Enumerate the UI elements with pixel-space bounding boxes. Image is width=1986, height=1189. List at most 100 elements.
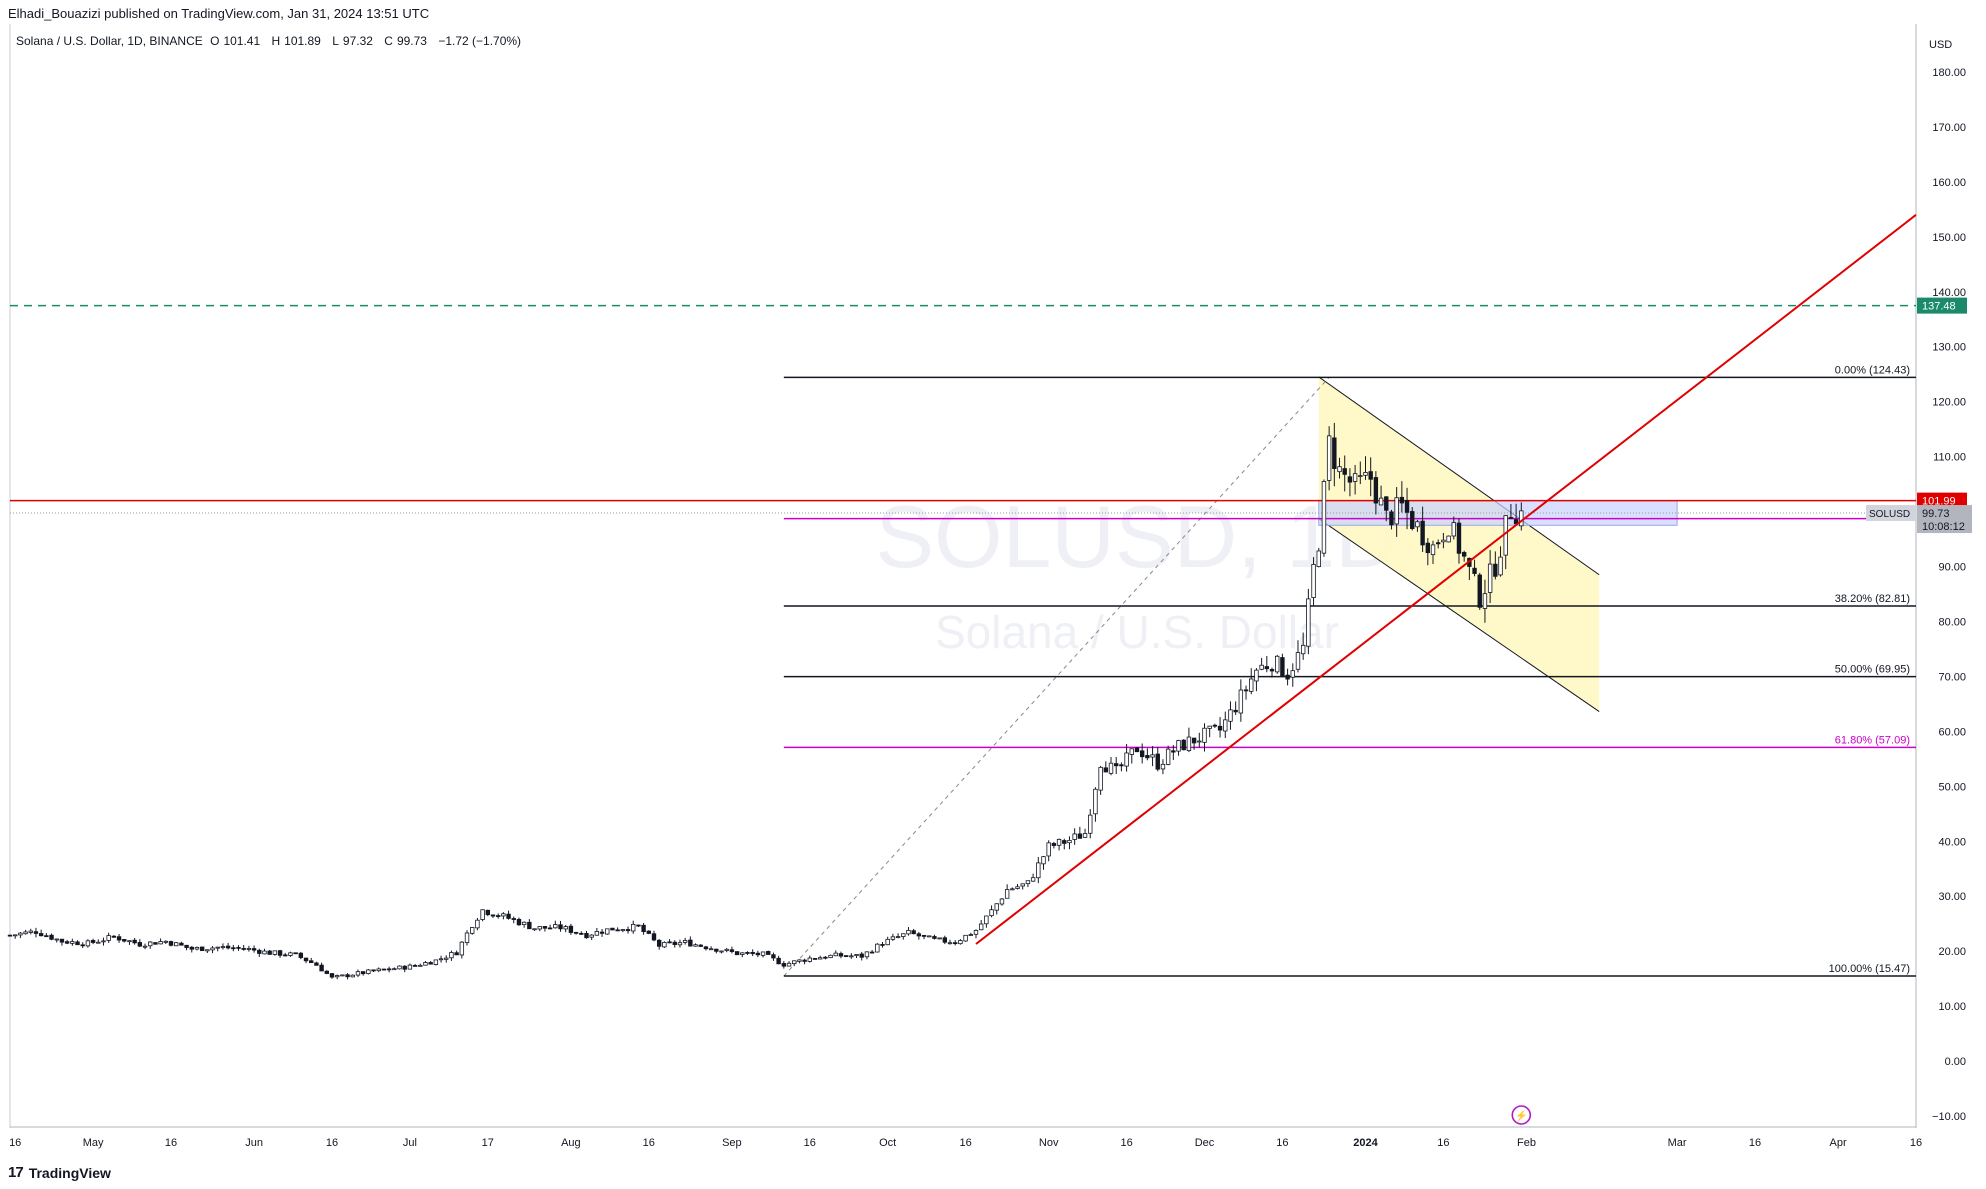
candle-body [864, 951, 870, 958]
candle-body [215, 946, 220, 949]
price-axis-tick-label: 110.00 [1933, 452, 1966, 464]
candle-body [314, 962, 319, 966]
candle-body [1228, 709, 1233, 722]
candle-body [1202, 727, 1207, 743]
fib-level-label: 50.00% (69.95) [1835, 664, 1910, 676]
candle-body [1347, 476, 1353, 483]
candle-body [698, 944, 703, 947]
candle-body [880, 944, 885, 946]
candle-body [350, 974, 355, 978]
candle-body [1368, 471, 1373, 480]
candle-body [1280, 657, 1285, 677]
candle-body [859, 953, 864, 958]
candle-body [54, 938, 59, 941]
candle-body [1451, 522, 1456, 537]
candle-body [537, 926, 542, 930]
candle-body [90, 940, 96, 943]
candle-body [1108, 762, 1114, 774]
symbol-tag-bg [1866, 505, 1916, 522]
time-axis-tick-label: Mar [1668, 1137, 1687, 1149]
ohlc-high: H 101.89 [271, 34, 321, 48]
candle-body [1129, 748, 1134, 755]
bar-countdown: 10:08:12 [1922, 521, 1965, 533]
candle-body [1025, 880, 1031, 885]
candle-body [1134, 747, 1140, 753]
events-bolt-icon: ⚡ [1515, 1109, 1527, 1122]
candle-body [184, 944, 189, 948]
candle-body [968, 934, 973, 936]
candle-body [1015, 886, 1020, 889]
candle-body [366, 969, 371, 974]
candle-body [1171, 750, 1176, 753]
time-axis-tick-label: 16 [1276, 1137, 1288, 1149]
candle-body [636, 924, 641, 927]
candle-body [1010, 888, 1015, 891]
candle-body [1082, 833, 1088, 838]
candle-body [412, 965, 418, 967]
candle-body [1436, 542, 1441, 545]
candle-body [1056, 838, 1062, 846]
candle-body [1342, 468, 1347, 475]
candle-body [7, 934, 13, 937]
candle-body [994, 903, 999, 911]
candle-body [1461, 552, 1467, 557]
candle-body [1482, 593, 1488, 609]
ohlc-close: C 99.73 [384, 34, 427, 48]
candle-body [1217, 725, 1223, 731]
price-axis-tick-label: 10.00 [1938, 1001, 1966, 1013]
candle-body [1067, 840, 1072, 844]
candle-body [407, 964, 413, 970]
candle-body [454, 952, 459, 956]
candle-body [189, 946, 194, 950]
candle-body [194, 947, 200, 950]
candle-body [376, 968, 381, 972]
candle-body [708, 948, 714, 951]
candle-body [916, 933, 922, 937]
candle-body [148, 941, 153, 947]
candle-body [547, 927, 553, 930]
candle-body [168, 941, 174, 946]
time-axis-tick-label: Dec [1195, 1137, 1215, 1149]
candle-body [1238, 689, 1244, 714]
candle-body [755, 952, 761, 956]
candle-body [38, 933, 44, 937]
candle-body [1378, 497, 1384, 506]
candle-body [651, 933, 657, 941]
price-axis-tick-label: 170.00 [1932, 122, 1966, 134]
candle-body [334, 975, 340, 978]
candle-body [309, 960, 314, 964]
fib-level-label: 61.80% (57.09) [1835, 734, 1910, 746]
time-axis-tick-label: 16 [1120, 1137, 1132, 1149]
candle-body [1384, 496, 1389, 511]
candle-body [901, 933, 906, 937]
candle-body [599, 931, 605, 934]
candle-body [470, 927, 475, 934]
candle-body [688, 939, 693, 947]
candle-body [766, 951, 771, 955]
candle-body [1036, 862, 1041, 879]
candle-body [495, 915, 501, 917]
candle-body [485, 909, 490, 916]
candle-body [594, 931, 600, 936]
symbol-legend[interactable]: Solana / U.S. Dollar, 1D, BINANCE O 101.4… [16, 34, 525, 48]
candle-body [589, 934, 594, 938]
ohlc-open: O 101.41 [210, 34, 261, 48]
candle-body [1420, 520, 1425, 546]
tradingview-logo[interactable]: 17 TradingView [8, 1164, 111, 1181]
candle-body [641, 924, 646, 933]
candle-body [272, 950, 278, 955]
candle-body [1098, 766, 1103, 791]
candle-body [283, 954, 288, 957]
candle-body [96, 941, 101, 944]
candle-body [18, 932, 23, 936]
candle-body [843, 955, 849, 958]
time-axis-tick-label: 16 [1749, 1137, 1761, 1149]
candle-body [12, 934, 18, 937]
candle-body [137, 942, 143, 947]
time-axis-tick-label: Jun [245, 1137, 263, 1149]
candle-body [532, 928, 537, 931]
candle-body [605, 928, 610, 935]
symbol-description: Solana / U.S. Dollar, 1D, BINANCE [16, 34, 203, 48]
candle-body [329, 973, 335, 978]
